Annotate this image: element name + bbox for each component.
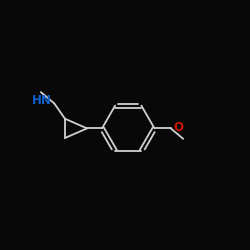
Text: HN: HN — [32, 94, 52, 108]
Text: O: O — [173, 121, 183, 134]
